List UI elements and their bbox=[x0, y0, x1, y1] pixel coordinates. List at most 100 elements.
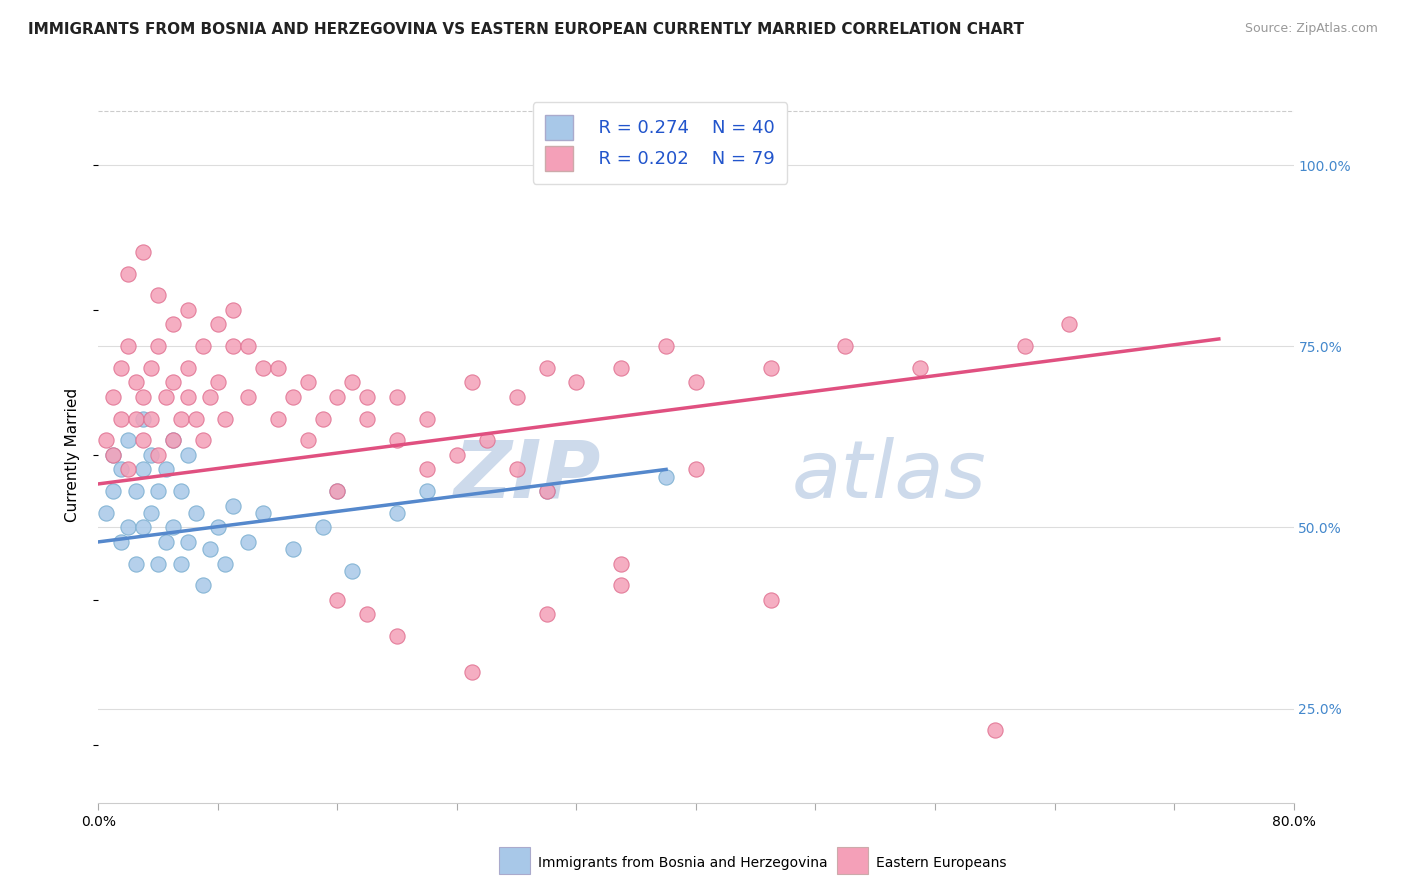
Point bbox=[148, 288, 170, 302]
Point bbox=[132, 434, 155, 448]
Point bbox=[125, 376, 148, 390]
Point bbox=[191, 578, 214, 592]
Point bbox=[191, 339, 214, 353]
Point bbox=[461, 376, 484, 390]
Point bbox=[342, 564, 364, 578]
Point bbox=[207, 376, 229, 390]
Point bbox=[610, 361, 633, 376]
Text: Immigrants from Bosnia and Herzegovina: Immigrants from Bosnia and Herzegovina bbox=[538, 855, 828, 870]
Point bbox=[132, 411, 155, 425]
Point bbox=[685, 376, 707, 390]
Point bbox=[356, 390, 378, 404]
Point bbox=[162, 520, 184, 534]
Point bbox=[148, 339, 170, 353]
Point bbox=[759, 592, 782, 607]
Point bbox=[207, 520, 229, 534]
Point bbox=[311, 520, 333, 534]
Point bbox=[326, 484, 349, 499]
Point bbox=[506, 390, 529, 404]
Point bbox=[342, 376, 364, 390]
Point bbox=[162, 434, 184, 448]
Point bbox=[252, 506, 274, 520]
Point bbox=[117, 462, 139, 476]
Point bbox=[759, 361, 782, 376]
Point bbox=[297, 434, 319, 448]
Point bbox=[222, 499, 245, 513]
Point bbox=[110, 361, 132, 376]
Point bbox=[125, 484, 148, 499]
Point bbox=[416, 462, 439, 476]
Point bbox=[169, 557, 191, 571]
Point bbox=[155, 462, 177, 476]
Point bbox=[236, 535, 259, 549]
Point bbox=[311, 411, 333, 425]
Point bbox=[169, 411, 191, 425]
Point bbox=[177, 448, 200, 462]
Point bbox=[655, 339, 678, 353]
Point bbox=[416, 411, 439, 425]
Point bbox=[148, 448, 170, 462]
Point bbox=[536, 484, 558, 499]
Point bbox=[117, 520, 139, 534]
Point bbox=[326, 592, 349, 607]
Point bbox=[117, 434, 139, 448]
Point bbox=[177, 361, 200, 376]
Point bbox=[132, 390, 155, 404]
Point bbox=[385, 629, 409, 643]
Point bbox=[385, 434, 409, 448]
Point bbox=[200, 390, 222, 404]
Point bbox=[148, 557, 170, 571]
Point bbox=[281, 542, 304, 557]
Point bbox=[162, 318, 184, 332]
Point bbox=[326, 390, 349, 404]
Point bbox=[236, 390, 259, 404]
Point bbox=[222, 303, 245, 318]
Point bbox=[117, 339, 139, 353]
Point bbox=[103, 448, 125, 462]
Point bbox=[446, 448, 468, 462]
Point bbox=[984, 723, 1007, 738]
Point bbox=[177, 303, 200, 318]
Point bbox=[110, 462, 132, 476]
Point bbox=[356, 607, 378, 622]
Point bbox=[132, 462, 155, 476]
Point bbox=[110, 535, 132, 549]
Point bbox=[94, 506, 117, 520]
Point bbox=[155, 390, 177, 404]
Point bbox=[326, 484, 349, 499]
Point bbox=[162, 376, 184, 390]
Text: Eastern Europeans: Eastern Europeans bbox=[876, 855, 1007, 870]
Point bbox=[267, 361, 290, 376]
Point bbox=[162, 434, 184, 448]
Point bbox=[536, 607, 558, 622]
Point bbox=[103, 484, 125, 499]
Point bbox=[169, 484, 191, 499]
Text: Source: ZipAtlas.com: Source: ZipAtlas.com bbox=[1244, 22, 1378, 36]
Point bbox=[132, 520, 155, 534]
Point bbox=[103, 390, 125, 404]
Legend:   R = 0.274    N = 40,   R = 0.202    N = 79: R = 0.274 N = 40, R = 0.202 N = 79 bbox=[533, 103, 787, 184]
Point bbox=[416, 484, 439, 499]
Point bbox=[139, 448, 162, 462]
Point bbox=[125, 557, 148, 571]
Point bbox=[685, 462, 707, 476]
Point bbox=[297, 376, 319, 390]
Point bbox=[139, 361, 162, 376]
Point bbox=[506, 462, 529, 476]
Point bbox=[148, 484, 170, 499]
Point bbox=[356, 411, 378, 425]
Text: ZIP: ZIP bbox=[453, 437, 600, 515]
Point bbox=[565, 376, 588, 390]
Point bbox=[267, 411, 290, 425]
Point bbox=[536, 361, 558, 376]
Point bbox=[475, 434, 498, 448]
Point bbox=[177, 535, 200, 549]
Point bbox=[184, 411, 207, 425]
Point bbox=[155, 535, 177, 549]
Point bbox=[281, 390, 304, 404]
Point bbox=[117, 267, 139, 281]
Point bbox=[110, 411, 132, 425]
Point bbox=[207, 318, 229, 332]
Point bbox=[610, 557, 633, 571]
Point bbox=[103, 448, 125, 462]
